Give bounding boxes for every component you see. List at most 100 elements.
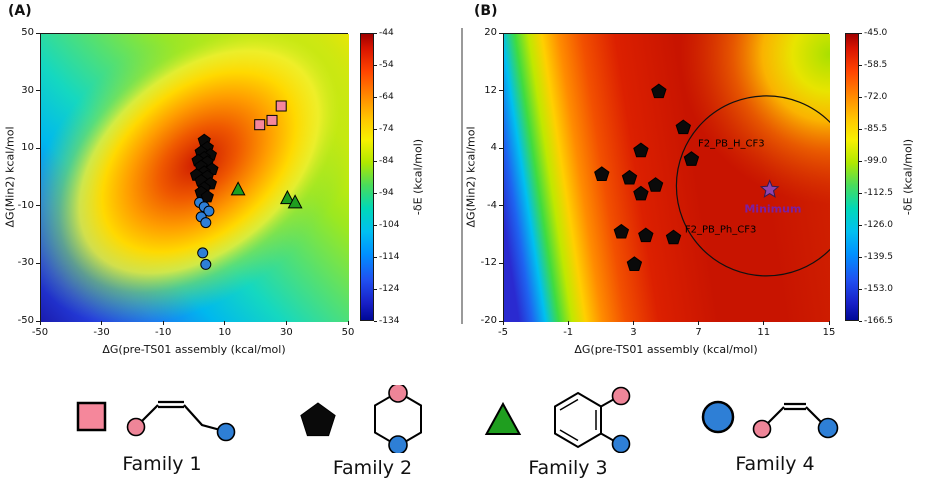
triangle-marker-icon <box>484 401 522 435</box>
y-tick-label: 10 <box>21 142 34 154</box>
y-tick-label: -4 <box>487 199 497 211</box>
legend-family-2: Family 2 <box>290 385 455 479</box>
colorbar-tick-mark <box>374 32 377 34</box>
y-tick-mark <box>36 32 40 34</box>
family-1-structure <box>126 400 236 442</box>
colorbar-tick-label: -84 <box>379 156 394 166</box>
pink-site-icon <box>611 386 631 406</box>
x-axis-label-a: ΔG(pre-TS01 assembly (kcal/mol) <box>102 343 286 356</box>
colorbar-tick-mark <box>859 320 862 322</box>
x-tick-mark <box>567 321 569 325</box>
colorbar-tick-mark <box>374 192 377 194</box>
y-tick-label: -20 <box>480 315 497 326</box>
blue-site-icon <box>817 417 838 439</box>
point-family-2 <box>633 142 649 158</box>
colorbar-tick-label: -104 <box>379 220 400 230</box>
bond-lines <box>762 402 825 428</box>
family-3-marker-icon <box>484 401 522 435</box>
colorbar-tick-label: -126.0 <box>864 220 894 230</box>
x-tick-mark <box>763 321 765 325</box>
colorbar-tick-label: -112.5 <box>864 188 894 198</box>
x-tick-label: 50 <box>341 327 355 338</box>
x-tick-mark <box>224 321 226 325</box>
y-tick-label: -10 <box>17 199 34 211</box>
x-tick-label: -5 <box>498 327 508 338</box>
x-tick-mark <box>285 321 287 325</box>
colorbar-tick-label: -153.0 <box>864 284 894 294</box>
point-family-2 <box>647 177 664 192</box>
x-tick-mark <box>828 321 830 325</box>
y-tick-mark <box>499 262 503 264</box>
annotation-f2-pb-h-cf3: F2_PB_H_CF3 <box>698 138 765 149</box>
point-family-4 <box>200 217 212 229</box>
point-family-2 <box>638 227 654 243</box>
colorbar-tick-mark <box>374 256 377 258</box>
colorbar-tick-mark <box>859 96 862 98</box>
colorbar-tick-label: -166.5 <box>864 316 894 326</box>
point-family-2 <box>633 185 649 201</box>
aromatic-double-bond-lines <box>559 398 597 442</box>
y-tick-mark <box>36 205 40 207</box>
annotation-f2-pb-ph-cf3: F2_PB_Ph_CF3 <box>685 225 756 236</box>
y-tick-mark <box>499 205 503 207</box>
panel-divider <box>461 28 463 324</box>
colorbar-tick-mark <box>374 64 377 66</box>
point-family-2 <box>621 169 638 185</box>
contour-corner-region-b <box>504 34 830 322</box>
colorbar-tick-mark <box>859 192 862 194</box>
family-4-structure <box>752 402 838 439</box>
colorbar-tick-label: -134 <box>379 316 400 326</box>
annotation-minimum: Minimum <box>744 203 801 216</box>
colorbar-label-b: -δE (kcal/mol) <box>901 138 915 216</box>
x-tick-mark <box>698 321 700 325</box>
family-2-structure <box>373 385 422 453</box>
x-tick-mark <box>162 321 164 325</box>
pink-site-icon <box>126 417 146 437</box>
legend-family-4: Family 4 <box>685 385 865 475</box>
point-family-2 <box>651 83 667 99</box>
point-family-1 <box>266 114 278 126</box>
substituent-bond-lines <box>600 397 617 443</box>
x-tick-label: 3 <box>630 327 637 338</box>
plot-b: F2_PB_H_CF3 F2_PB_Ph_CF3 Minimum <box>503 33 830 322</box>
point-family-1 <box>254 119 266 131</box>
point-family-2 <box>683 151 700 166</box>
point-family-3 <box>287 194 303 209</box>
point-family-4 <box>200 258 212 270</box>
pink-site-icon <box>387 385 408 403</box>
colorbar-tick-mark <box>859 64 862 66</box>
y-tick-label: -50 <box>17 315 34 326</box>
colorbar-tick-label: -45.0 <box>864 28 888 38</box>
y-tick-label: 50 <box>21 27 34 38</box>
point-family-3 <box>279 189 295 205</box>
scatter-layer-b: F2_PB_H_CF3 F2_PB_Ph_CF3 Minimum <box>594 83 830 277</box>
x-tick-label: 30 <box>280 327 293 338</box>
bond-lines <box>135 400 225 433</box>
legend-family-1-row <box>72 385 252 449</box>
panel-b-label: (B) <box>474 3 498 19</box>
pentagon-marker-icon <box>299 402 336 437</box>
family-4-marker-icon <box>701 400 734 434</box>
colorbar-tick-label: -58.5 <box>864 60 888 70</box>
x-tick-label: -10 <box>155 327 172 338</box>
colorbar-tick-mark <box>374 160 377 162</box>
colorbar-tick-label: -124 <box>379 284 400 294</box>
x-tick-label: -50 <box>31 327 49 338</box>
point-family-4 <box>197 247 209 259</box>
y-tick-mark <box>499 320 503 322</box>
legend-family-1: Family 1 <box>62 385 262 475</box>
colorbar-tick-label: -72.0 <box>864 92 888 102</box>
x-axis-label-b: ΔG(pre-TS01 assembly (kcal/mol) <box>574 343 758 356</box>
point-family-2 <box>200 189 214 203</box>
colorbar-b <box>845 33 859 321</box>
y-tick-mark <box>499 147 503 149</box>
plot-a <box>40 33 349 322</box>
colorbar-tick-mark <box>859 32 862 34</box>
x-tick-label: 15 <box>822 327 836 338</box>
y-tick-mark <box>499 32 503 34</box>
x-tick-label: 11 <box>757 327 771 338</box>
ring-bond-lines <box>554 391 602 449</box>
colorbar-label-a: -δE (kcal/mol) <box>411 138 425 216</box>
colorbar-tick-label: -94 <box>379 188 394 198</box>
y-tick-mark <box>499 90 503 92</box>
